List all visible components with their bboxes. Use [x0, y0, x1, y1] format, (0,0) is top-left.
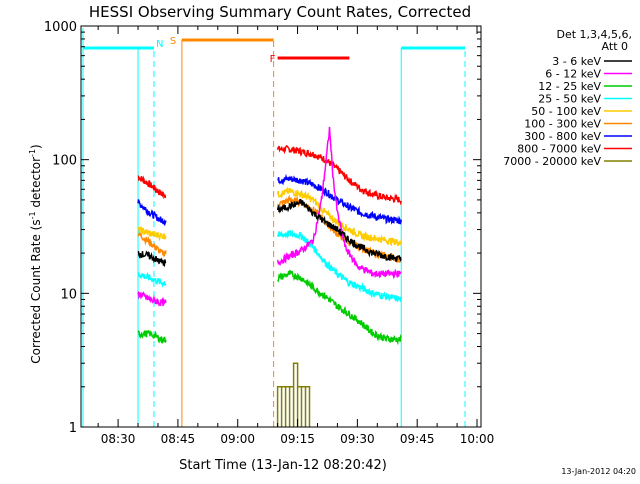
legend-label-2: 12 - 25 keV	[538, 80, 601, 93]
legend-label-1: 6 - 12 keV	[545, 68, 601, 81]
y-axis-label-sup1: -1	[28, 211, 37, 219]
series-line-7	[137, 175, 167, 200]
series-line-8	[276, 362, 311, 427]
timestamp: 13-Jan-2012 04:20	[561, 467, 636, 476]
y-tick-label: 100	[52, 154, 77, 169]
series-line-1	[137, 291, 167, 307]
x-tick-label: 09:00	[220, 432, 255, 446]
x-tick-label: 09:15	[280, 432, 315, 446]
x-tick-label: 08:30	[101, 432, 136, 446]
x-axis-label: Start Time (13-Jan-12 08:20:42)	[179, 458, 387, 473]
legend-label-5: 100 - 300 keV	[524, 118, 601, 131]
legend-label-3: 25 - 50 keV	[538, 93, 601, 106]
plot-frame	[80, 25, 482, 428]
x-tick-label: 10:00	[460, 432, 495, 446]
data-layer: N S F	[82, 28, 466, 427]
y-axis-label: Corrected Count Rate (s-1 detector-1)	[28, 144, 43, 363]
series-line-0	[276, 198, 402, 263]
series-line-3	[137, 272, 167, 288]
y-axis-label-main: Corrected Count Rate (s	[29, 219, 43, 363]
legend-label-7: 800 - 7000 keV	[517, 143, 601, 156]
y-axis-label-sup2: -1	[28, 149, 37, 157]
flag-label-f: F	[270, 54, 276, 65]
legend-label-6: 300 - 800 keV	[524, 130, 601, 143]
series-line-0	[137, 250, 167, 268]
legend-label-8: 7000 - 20000 keV	[503, 155, 601, 168]
series-line-4	[137, 225, 167, 242]
series-line-2	[277, 269, 402, 346]
flag-label-s: S	[170, 36, 176, 47]
series-line-7	[276, 144, 402, 206]
legend-label-4: 50 - 100 keV	[531, 105, 601, 118]
series-line-2	[137, 330, 167, 344]
x-tick-label: 09:45	[400, 432, 435, 446]
y-tick-label: 1	[69, 421, 77, 436]
y-tick-label: 10	[60, 287, 77, 302]
y-axis-label-end: )	[29, 144, 43, 149]
y-axis-label-mid: detector	[29, 157, 43, 212]
x-tick-label: 08:45	[161, 432, 196, 446]
legend-header-line-1: Det 1,3,4,5,6,	[556, 28, 632, 41]
legend-header-line-2: Att 0	[602, 40, 628, 53]
chart-title: HESSI Observing Summary Count Rates, Cor…	[89, 3, 471, 21]
y-tick-label: 1000	[44, 20, 77, 35]
series-line-6	[277, 173, 402, 225]
frame-layer: 08:30 08:45 09:00 09:15 09:30 09:45 10:00 1 10 10…	[44, 20, 494, 446]
legend-label-0: 3 - 6 keV	[552, 55, 601, 68]
series-line-1	[276, 126, 402, 280]
series-line-5	[137, 231, 167, 257]
flag-label-n: N	[156, 39, 163, 50]
x-tick-label: 09:30	[340, 432, 375, 446]
series-line-3	[276, 229, 402, 302]
series-line-6	[137, 199, 167, 227]
